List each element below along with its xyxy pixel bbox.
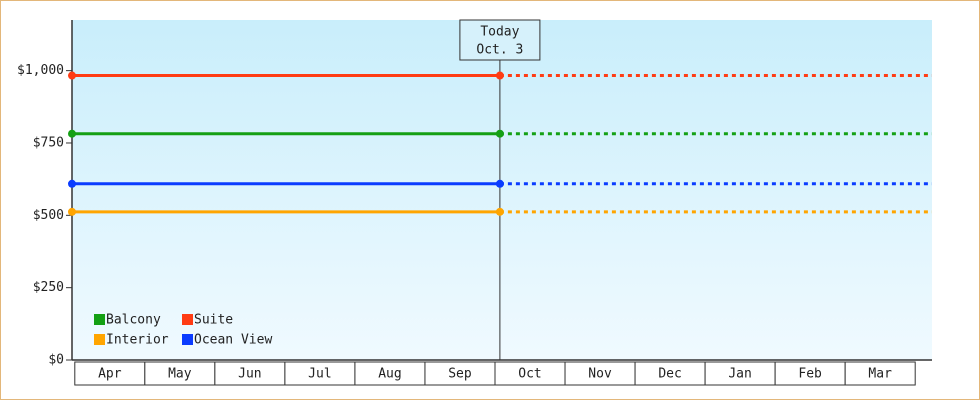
x-tick-label: Aug <box>378 367 401 382</box>
series-point <box>495 129 504 138</box>
today-box <box>459 19 541 61</box>
legend-swatch <box>94 314 105 325</box>
x-tick-label: Dec <box>658 367 681 382</box>
x-tick-label: Apr <box>98 367 122 382</box>
legend-swatch <box>182 314 193 325</box>
x-tick-label: Mar <box>868 367 892 382</box>
x-tick-label: Sep <box>448 367 472 382</box>
series-point <box>495 179 504 188</box>
legend-label: Balcony <box>106 313 161 328</box>
x-tick-label: Feb <box>798 367 822 382</box>
series-point <box>68 179 76 188</box>
today-date: Oct. 3 <box>476 43 523 58</box>
series-point <box>68 71 76 80</box>
legend-swatch <box>182 334 193 345</box>
x-band <box>844 361 916 386</box>
x-tick-label: Jun <box>238 367 261 382</box>
series-point <box>68 129 76 138</box>
x-tick-label: Jan <box>728 367 751 382</box>
x-tick-label: Oct <box>518 367 541 382</box>
y-tick-label: $0 <box>48 353 64 368</box>
y-tick-label: $500 <box>33 208 64 223</box>
x-tick-label: May <box>168 367 192 382</box>
legend-swatch <box>94 334 105 345</box>
y-tick-label: $250 <box>33 280 64 295</box>
series-point <box>68 207 76 216</box>
plot-area <box>72 20 932 360</box>
legend-label: Suite <box>194 313 233 328</box>
x-tick-label: Nov <box>588 367 612 382</box>
legend-label: Ocean View <box>194 333 272 348</box>
today-label: Today <box>480 25 519 40</box>
y-tick-label: $1,000 <box>17 63 64 78</box>
legend-label: Interior <box>106 333 169 348</box>
series-point <box>495 71 504 80</box>
series-point <box>495 207 504 216</box>
x-tick-label: Jul <box>308 367 331 382</box>
y-tick-label: $750 <box>33 135 64 150</box>
